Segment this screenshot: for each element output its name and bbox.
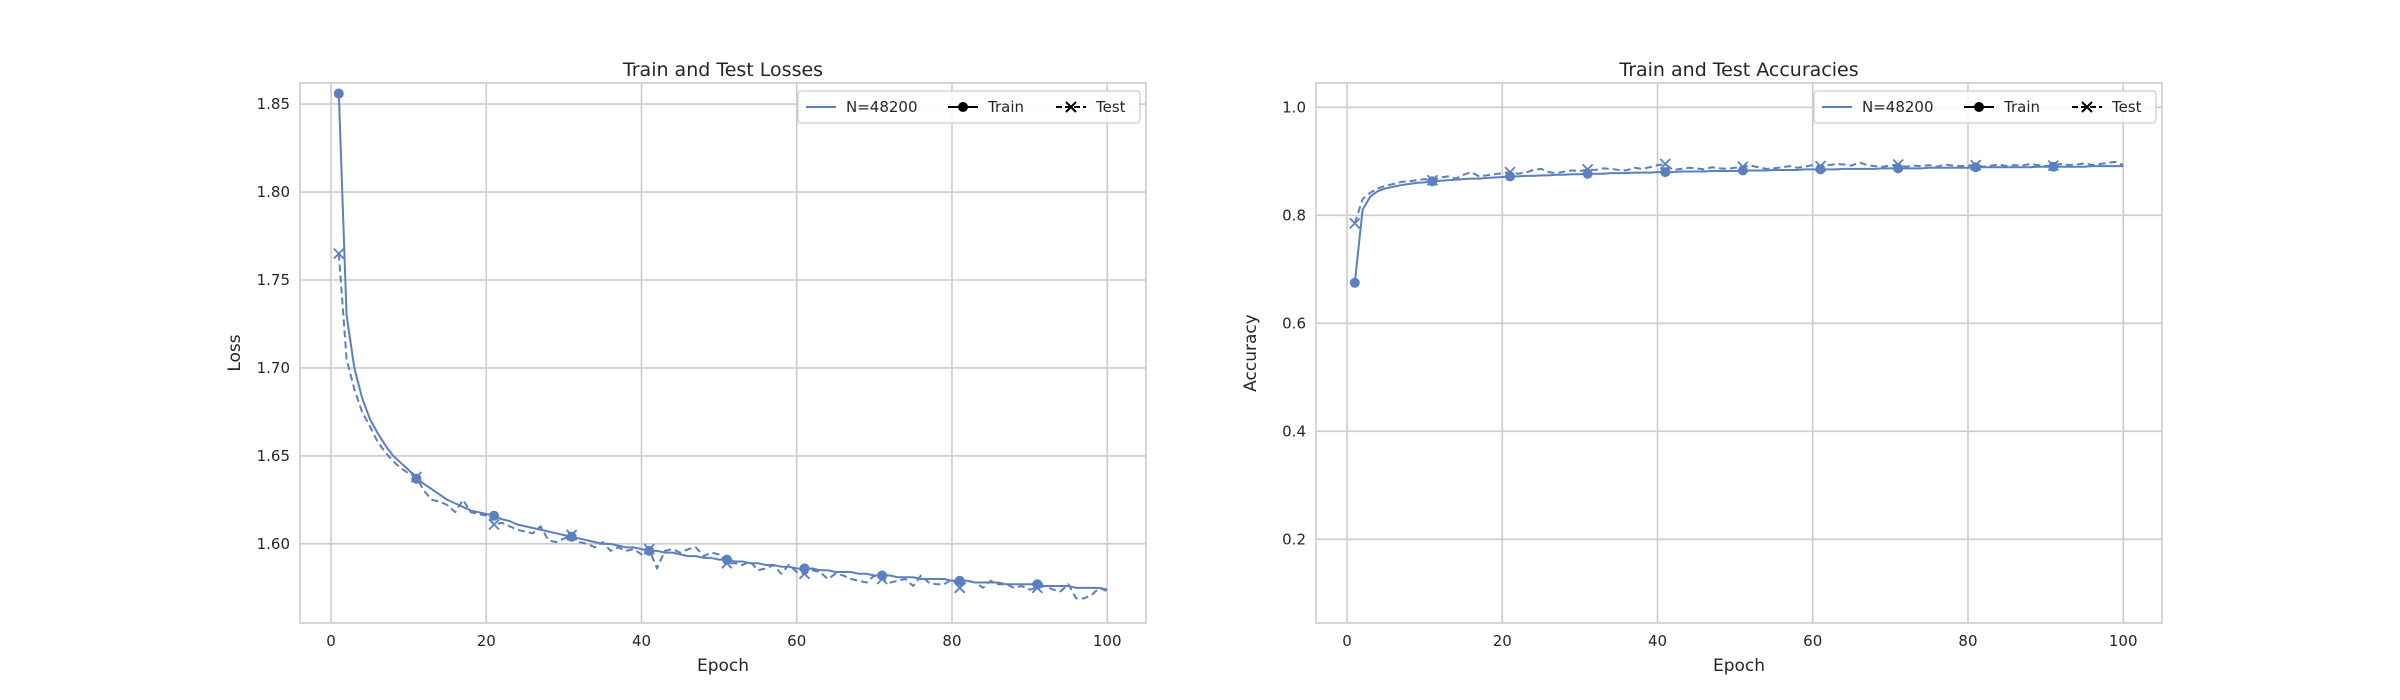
data-point (877, 570, 888, 581)
x-tick-label: 100 (1093, 632, 1122, 650)
data-point (1349, 217, 1361, 230)
y-tick-label: 1.85 (257, 95, 290, 113)
y-tick-label: 0.2 (1282, 530, 1306, 548)
data-point (566, 529, 578, 541)
legend-marker (1974, 102, 1984, 112)
y-tick-label: 1.70 (257, 359, 290, 377)
chart-title: Train and Test Accuracies (1618, 59, 1858, 81)
y-axis-label: Loss (225, 334, 245, 371)
data-point (721, 557, 733, 569)
data-point (1814, 160, 1827, 172)
data-point (410, 471, 423, 483)
grid (1316, 83, 2162, 623)
y-tick-label: 0.6 (1282, 314, 1306, 332)
y-tick-label: 1.65 (257, 447, 290, 465)
data-point (489, 510, 500, 521)
series-test (333, 247, 1108, 600)
data-point (2047, 159, 2059, 172)
data-point (1426, 174, 1439, 186)
data-point (1659, 158, 1671, 170)
data-point (1815, 164, 1826, 175)
x-tick-label: 20 (477, 632, 496, 650)
panels: 0 20 40 60 80 100 1.60 1.65 1.70 1.75 1.80 1.85 Trai… (225, 59, 2163, 676)
series-line-test (1353, 160, 2124, 224)
legend: N=48200 Train Test (797, 90, 1141, 124)
y-tick-label: 1.60 (257, 535, 290, 553)
y-tick-label: 1.80 (257, 183, 290, 201)
data-point (1349, 277, 1360, 288)
y-tick-label: 0.8 (1282, 206, 1306, 224)
y-tick-label: 0.4 (1282, 422, 1306, 440)
legend-label: N=48200 (1862, 98, 1934, 116)
legend-label: Train (987, 98, 1024, 116)
legend-marker (1065, 101, 1077, 113)
x-tick-label: 100 (2109, 632, 2138, 650)
data-point (1892, 158, 1904, 171)
x-tick-label: 40 (632, 632, 651, 650)
legend-label: Train (2003, 98, 2040, 116)
legend-label: Test (1095, 98, 1126, 116)
data-point (798, 568, 811, 580)
data-point (1970, 162, 1981, 173)
x-tick-label: 80 (942, 632, 961, 650)
data-point (643, 543, 655, 555)
data-point (954, 582, 966, 594)
data-point (1582, 163, 1594, 176)
data-point (333, 247, 345, 260)
x-tick-label: 20 (1493, 632, 1512, 650)
chart-loss: 0 20 40 60 80 100 1.60 1.65 1.70 1.75 1.80 1.85 Trai… (225, 59, 1147, 676)
plot-area (299, 82, 1147, 624)
legend: N=48200 Train Test (1813, 90, 2157, 124)
legend-label: Test (2111, 98, 2142, 116)
data-point (1504, 166, 1516, 178)
x-tick-label: 80 (1958, 632, 1977, 650)
x-axis-label: Epoch (1713, 656, 1765, 676)
chart-accuracy: 0 20 40 60 80 100 0.2 0.4 0.6 0.8 1.0 Train and Tes… (1241, 59, 2163, 676)
x-tick-label: 60 (1803, 632, 1822, 650)
series-test (1349, 158, 2124, 230)
data-point (1737, 161, 1749, 173)
data-point (1031, 582, 1043, 594)
data-point (876, 573, 888, 585)
chart-title: Train and Test Losses (622, 59, 823, 81)
data-point (488, 518, 500, 531)
grid (300, 83, 1146, 623)
x-tick-label: 0 (326, 632, 336, 650)
data-point (333, 88, 344, 99)
x-tick-label: 60 (787, 632, 806, 650)
x-axis-label: Epoch (697, 656, 749, 676)
data-point (1660, 167, 1671, 178)
legend-marker (2081, 101, 2093, 113)
y-axis-label: Accuracy (1241, 314, 1261, 392)
legend-label: N=48200 (846, 98, 918, 116)
x-tick-label: 40 (1648, 632, 1667, 650)
data-point (566, 531, 577, 542)
data-point (1970, 159, 1982, 171)
legend-marker (958, 102, 968, 112)
y-tick-label: 1.0 (1282, 98, 1306, 116)
data-point (721, 554, 732, 565)
data-point (954, 575, 965, 586)
y-tick-label: 1.75 (257, 271, 290, 289)
x-tick-label: 0 (1342, 632, 1352, 650)
